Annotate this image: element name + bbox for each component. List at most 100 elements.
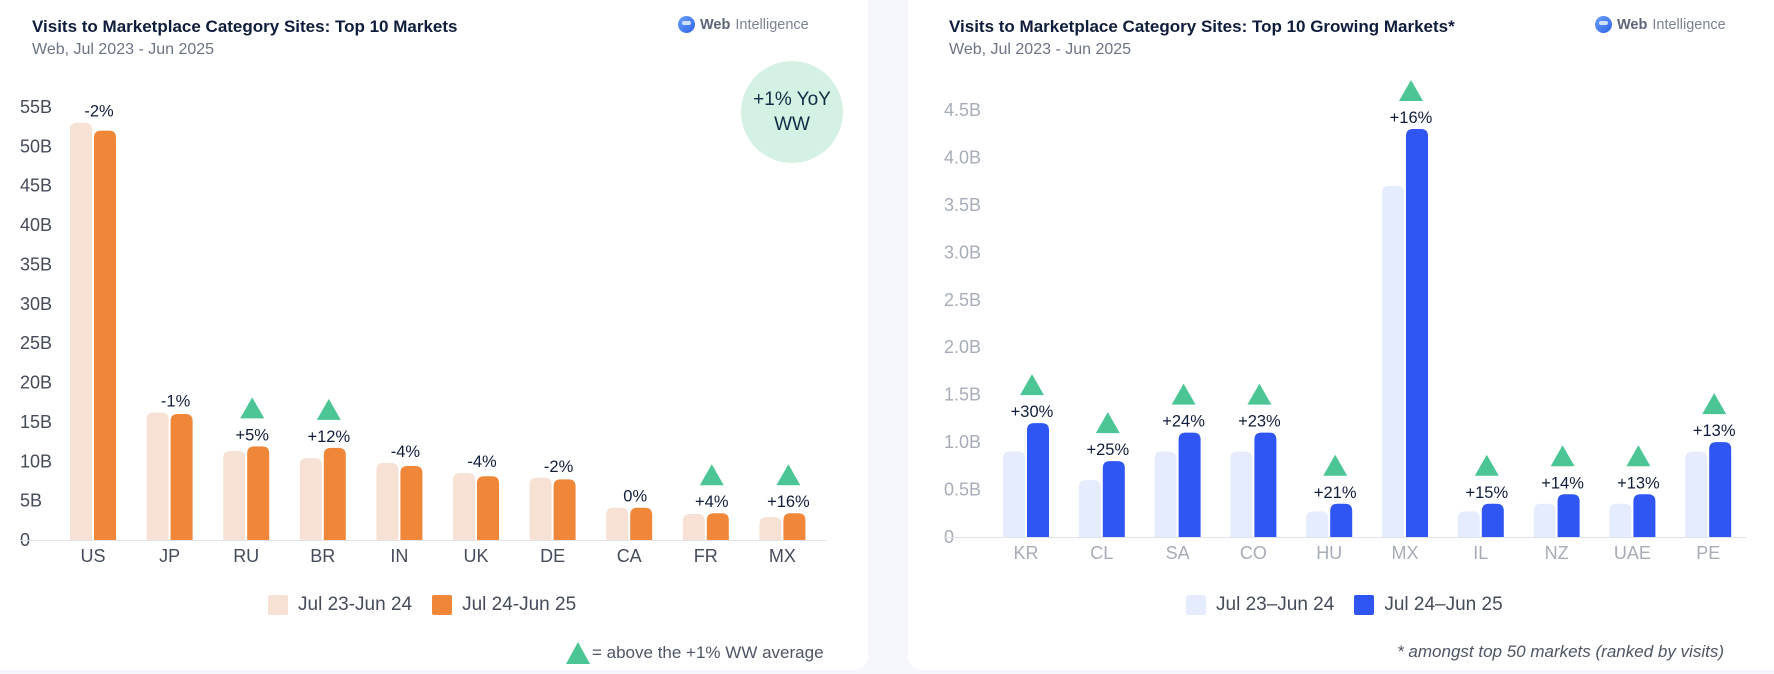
bar-prev-jp — [146, 412, 169, 540]
above-average-triangle-icon — [1247, 383, 1272, 405]
x-tick-label-kr: KR — [1013, 543, 1038, 563]
bar-curr-co — [1254, 432, 1277, 537]
x-tick-label-co: CO — [1240, 543, 1267, 563]
above-average-triangle-icon — [1323, 454, 1348, 476]
y-tick-label: 3.0B — [944, 242, 981, 262]
above-average-triangle-icon — [240, 397, 265, 419]
x-tick-label-uk: UK — [463, 546, 488, 566]
x-tick-label-jp: JP — [159, 546, 180, 566]
brand-name-bold: Web — [1617, 16, 1648, 33]
x-tick-label-mx: MX — [1392, 543, 1419, 563]
above-average-triangle-icon — [316, 398, 341, 420]
y-tick-label: 5B — [20, 491, 42, 511]
y-tick-label: 30B — [20, 294, 52, 314]
y-tick-label: 45B — [20, 176, 52, 196]
yoy-badge-line1: +1% YoY — [753, 89, 831, 110]
x-tick-label-br: BR — [310, 546, 335, 566]
growth-label-nz: +14% — [1541, 474, 1584, 492]
bar-curr-in — [400, 465, 423, 540]
bar-curr-kr — [1027, 423, 1049, 537]
bar-curr-us — [94, 130, 116, 541]
bar-curr-br — [323, 447, 346, 540]
growth-label-br: +12% — [307, 428, 350, 446]
legend-item-prev: Jul 23-Jun 24 — [268, 594, 412, 616]
growth-label-mx: +16% — [767, 493, 810, 511]
above-average-triangle-icon — [1171, 383, 1196, 405]
legend-label-prev: Jul 23–Jun 24 — [1216, 594, 1335, 615]
growth-label-co: +23% — [1238, 413, 1281, 431]
brand-name-rest: Intelligence — [735, 16, 809, 33]
growth-label-uae: +13% — [1617, 474, 1660, 492]
right-legend: Jul 23–Jun 24 Jul 24–Jun 25 — [1186, 594, 1523, 616]
y-tick-label: 55B — [20, 97, 52, 117]
bar-curr-mx — [783, 513, 806, 540]
bar-curr-nz — [1557, 494, 1580, 537]
bar-prev-fr — [682, 514, 705, 540]
growth-label-us: -2% — [84, 103, 114, 121]
legend-swatch-prev — [1186, 595, 1206, 615]
bar-curr-ca — [630, 507, 653, 540]
above-average-footnote: = above the +1% WW average — [566, 642, 824, 664]
x-tick-label-us: US — [80, 546, 105, 566]
above-average-triangle-icon — [1095, 412, 1120, 434]
bar-curr-hu — [1330, 503, 1353, 537]
growth-label-ru: +5% — [235, 426, 269, 444]
growth-label-de: -2% — [544, 458, 574, 476]
right-brand-logo: Web Intelligence — [1595, 16, 1726, 33]
bar-prev-cl — [1078, 480, 1101, 537]
above-average-triangle-icon — [699, 464, 724, 486]
above-average-triangle-icon — [776, 464, 801, 486]
right-bar-chart: 00.5B1.0B1.5B2.0B2.5B3.0B3.5B4.0B4.5BKR+… — [944, 79, 1746, 563]
web-intelligence-icon — [678, 16, 695, 33]
above-average-triangle-icon — [1399, 79, 1423, 101]
y-tick-label: 2.0B — [944, 337, 981, 357]
legend-swatch-curr — [432, 595, 453, 615]
y-tick-label: 20B — [20, 373, 52, 393]
growth-label-cl: +25% — [1086, 441, 1129, 459]
bar-prev-nz — [1533, 503, 1556, 537]
bar-prev-de — [529, 477, 552, 540]
growth-label-mx: +16% — [1390, 109, 1433, 127]
legend-item-curr: Jul 24-Jun 25 — [432, 594, 576, 616]
brand-name-bold: Web — [700, 16, 731, 33]
growth-label-pe: +13% — [1693, 422, 1736, 440]
above-average-triangle-icon — [1550, 445, 1575, 467]
growth-label-sa: +24% — [1162, 413, 1205, 431]
growth-label-hu: +21% — [1314, 484, 1357, 502]
brand-name-rest: Intelligence — [1652, 16, 1726, 33]
y-tick-label: 40B — [20, 215, 52, 235]
y-tick-label: 4.0B — [944, 147, 981, 167]
y-tick-label: 1.5B — [944, 385, 981, 405]
x-tick-label-hu: HU — [1316, 543, 1342, 563]
left-bar-chart: 05B10B15B20B25B30B35B40B45B50B55BUS-2%JP… — [20, 97, 826, 566]
yoy-badge-line2: WW — [774, 114, 810, 135]
bar-prev-pe — [1685, 451, 1708, 537]
y-tick-label: 2.5B — [944, 290, 981, 310]
bar-prev-ru — [223, 451, 246, 540]
left-brand-logo: Web Intelligence — [678, 16, 809, 33]
bar-prev-co — [1230, 451, 1253, 537]
x-tick-label-nz: NZ — [1545, 543, 1569, 563]
bar-prev-il — [1457, 511, 1480, 537]
above-average-text: = above the +1% WW average — [592, 643, 824, 662]
growth-label-in: -4% — [391, 443, 421, 461]
x-tick-label-pe: PE — [1696, 543, 1720, 563]
bar-curr-pe — [1709, 442, 1732, 537]
x-tick-label-de: DE — [540, 546, 565, 566]
bar-prev-mx — [759, 517, 782, 540]
legend-item-curr: Jul 24–Jun 25 — [1354, 594, 1503, 616]
y-tick-label: 50B — [20, 136, 52, 156]
bar-curr-uk — [477, 476, 499, 540]
yoy-badge: +1% YoY WW — [741, 61, 843, 163]
growth-label-kr: +30% — [1011, 403, 1054, 421]
x-tick-label-in: IN — [390, 546, 408, 566]
left-chart-panel: Visits to Marketplace Category Sites: To… — [0, 0, 868, 670]
x-tick-label-ca: CA — [617, 546, 642, 566]
y-tick-label: 1.0B — [944, 432, 981, 452]
legend-label-curr: Jul 24–Jun 25 — [1384, 594, 1503, 615]
right-chart-title: Visits to Marketplace Category Sites: To… — [949, 17, 1455, 36]
bar-prev-uk — [453, 473, 475, 540]
x-tick-label-fr: FR — [694, 546, 718, 566]
bar-curr-cl — [1102, 461, 1125, 537]
bar-curr-sa — [1178, 432, 1201, 537]
